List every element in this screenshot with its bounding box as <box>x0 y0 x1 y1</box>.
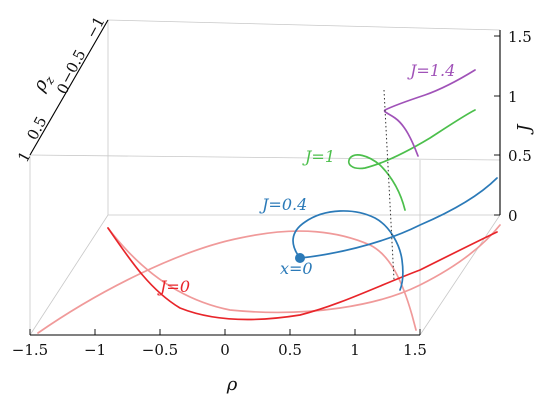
z-tick-label: 1 <box>508 88 518 106</box>
y-tick-label: 0.5 <box>23 113 50 143</box>
series-j0-lower-line <box>107 227 498 321</box>
y-tick-label: −0.5 <box>57 46 90 87</box>
rhoz-axis <box>29 19 109 156</box>
series-j14-line <box>383 69 476 157</box>
z-tick-label: 1.5 <box>508 28 532 46</box>
x-tick-label: −0.5 <box>142 341 178 359</box>
x-tick-label: 0.5 <box>278 341 302 359</box>
curves-layer <box>37 69 501 334</box>
series-j0-line <box>37 230 417 334</box>
z-tick-label: 0.5 <box>508 147 532 165</box>
z-tick-label: 0 <box>508 207 518 225</box>
series-j0-back-line <box>107 224 501 314</box>
x-tick-label: 0 <box>220 341 230 359</box>
rho-axis <box>29 329 421 336</box>
bounding-box <box>29 19 501 336</box>
x-tick-label: −1.5 <box>12 341 48 359</box>
j-axis <box>494 30 501 216</box>
x0-annotation: x=0 <box>280 259 313 278</box>
x-axis-label: ρ <box>226 374 238 395</box>
y-axis-label: ρz <box>28 69 57 96</box>
series-j14-label: J=1.4 <box>407 61 455 80</box>
y-tick-label: 1 <box>14 148 34 165</box>
x-tick-label: 1 <box>350 341 360 359</box>
x-tick-label: −1 <box>84 341 106 359</box>
x0-marker <box>295 253 305 263</box>
series-j04-label: J=0.4 <box>259 195 307 214</box>
z-axis-label: J <box>514 123 535 136</box>
series-j04-line <box>292 177 498 291</box>
series-j0-label: J=0 <box>157 277 190 296</box>
series-j1-label: J=1 <box>302 147 335 166</box>
series-j1-line <box>347 109 476 211</box>
guide-line <box>383 89 395 281</box>
x-tick-label: 1.5 <box>403 341 427 359</box>
y-tick-label: −1 <box>82 13 108 41</box>
